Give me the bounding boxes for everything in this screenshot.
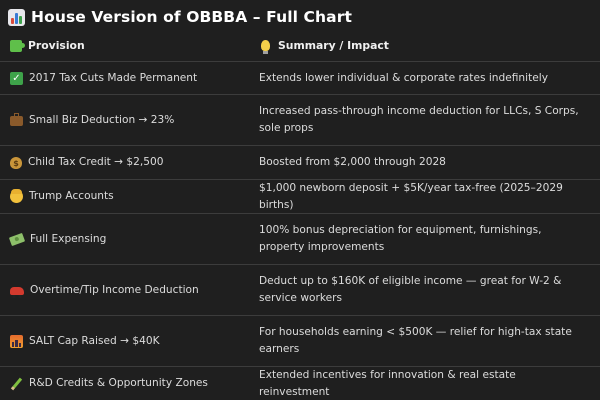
baby-icon (10, 189, 23, 203)
provision-label: Trump Accounts (29, 190, 114, 202)
summary-text: Increased pass-through income deduction … (259, 105, 579, 134)
provision-label: Small Biz Deduction → 23% (29, 113, 175, 126)
page-title: House Version of OBBBA – Full Chart (31, 8, 352, 26)
table-row: ✓ 2017 Tax Cuts Made Permanent Extends l… (0, 62, 600, 95)
summary-cell: 100% bonus depreciation for equipment, f… (259, 214, 588, 264)
check-mark-button-icon: ✓ (10, 71, 23, 85)
summary-text: Extended incentives for innovation & rea… (259, 368, 516, 398)
summary-cell: Deduct up to $160K of eligible income — … (259, 265, 588, 315)
cityscape-icon (10, 334, 23, 348)
summary-text: Extends lower individual & corporate rat… (259, 71, 548, 84)
provision-label: SALT Cap Raised → $40K (29, 334, 160, 347)
table-row: Small Biz Deduction → 23% Increased pass… (0, 95, 600, 146)
provision-label: R&D Credits & Opportunity Zones (29, 377, 208, 389)
table-row: Trump Accounts $1,000 newborn deposit + … (0, 180, 600, 214)
provision-cell: Small Biz Deduction → 23% (10, 95, 246, 145)
table-row: Full Expensing 100% bonus depreciation f… (0, 214, 600, 265)
table-row: R&D Credits & Opportunity Zones Extended… (0, 367, 600, 400)
provision-label: 2017 Tax Cuts Made Permanent (29, 71, 198, 84)
summary-cell: For households earning < $500K — relief … (259, 316, 588, 366)
bar-chart-icon (8, 8, 25, 26)
provision-cell: ✓ 2017 Tax Cuts Made Permanent (10, 62, 246, 94)
table-row: $ Child Tax Credit → $2,500 Boosted from… (0, 146, 600, 180)
summary-cell: Extended incentives for innovation & rea… (259, 367, 588, 400)
table-row: Overtime/Tip Income Deduction Deduct up … (0, 265, 600, 316)
page-title-row: House Version of OBBBA – Full Chart (8, 6, 352, 28)
summary-text: $1,000 newborn deposit + $5K/year tax-fr… (259, 181, 563, 211)
provision-label: Child Tax Credit → $2,500 (28, 156, 164, 168)
summary-text: For households earning < $500K — relief … (259, 326, 572, 355)
provision-cell: R&D Credits & Opportunity Zones (10, 367, 246, 400)
money-bag-icon: $ (10, 156, 22, 169)
summary-text: 100% bonus depreciation for equipment, f… (259, 224, 542, 253)
provision-cell: Full Expensing (8, 214, 246, 264)
money-with-wings-icon (8, 232, 26, 246)
provision-label: Overtime/Tip Income Deduction (30, 283, 199, 296)
header-summary-cell: Summary / Impact (259, 30, 588, 61)
header-provision-cell: Provision (10, 30, 246, 61)
summary-cell: $1,000 newborn deposit + $5K/year tax-fr… (259, 180, 588, 213)
provision-cell: Trump Accounts (10, 180, 246, 213)
provision-label: Full Expensing (30, 232, 107, 245)
provision-cell: Overtime/Tip Income Deduction (10, 265, 246, 315)
header-summary-label: Summary / Impact (278, 39, 389, 52)
car-icon (10, 287, 24, 298)
table-header-row: Provision Summary / Impact (0, 30, 600, 62)
light-bulb-icon (261, 40, 270, 54)
provision-cell: SALT Cap Raised → $40K (10, 316, 246, 366)
header-provision-label: Provision (28, 39, 85, 52)
table-row: SALT Cap Raised → $40K For households ea… (0, 316, 600, 367)
provision-cell: $ Child Tax Credit → $2,500 (10, 146, 246, 179)
provision-table: Provision Summary / Impact ✓ 2017 Tax Cu… (0, 30, 600, 400)
summary-cell: Increased pass-through income deduction … (259, 95, 588, 145)
summary-cell: Boosted from $2,000 through 2028 (259, 146, 588, 179)
puzzle-piece-icon (10, 39, 25, 52)
summary-text: Deduct up to $160K of eligible income — … (259, 275, 562, 304)
summary-text: Boosted from $2,000 through 2028 (259, 156, 446, 168)
briefcase-icon (10, 113, 23, 126)
summary-cell: Extends lower individual & corporate rat… (259, 62, 588, 94)
pencil-icon (10, 377, 23, 390)
